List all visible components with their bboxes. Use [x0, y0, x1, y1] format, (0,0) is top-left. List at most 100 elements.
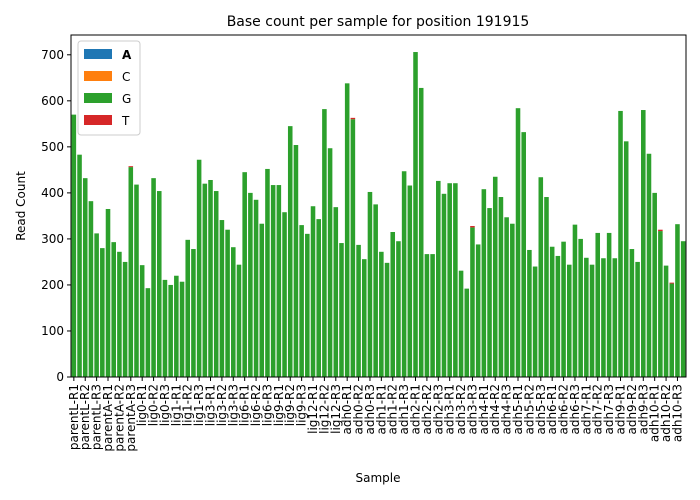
- x-tick-label: adh7-R2: [591, 384, 605, 435]
- bar-segment: [162, 279, 168, 377]
- bar-segment: [424, 254, 430, 377]
- x-tick-label: adh5-R2: [522, 384, 536, 435]
- x-tick-label: lig1-R3: [192, 384, 206, 426]
- y-tick-label: 500: [41, 140, 64, 154]
- bar-segment: [561, 241, 566, 377]
- x-tick-label: parentL-R2: [78, 384, 92, 450]
- x-tick-label: adh4-R1: [477, 384, 491, 435]
- bar-segment: [77, 154, 82, 377]
- bar-segment: [407, 185, 413, 377]
- x-tick-label: adh9-R3: [636, 384, 650, 435]
- bar-segment: [680, 241, 686, 377]
- bar-segment: [589, 264, 595, 377]
- bar-segment: [612, 258, 618, 377]
- bar-segment: [481, 189, 487, 377]
- bar-segment: [327, 148, 333, 377]
- bar-segment: [128, 167, 134, 377]
- bar-segment: [265, 168, 270, 377]
- x-tick-label: adh3-R2: [454, 384, 468, 435]
- x-tick-label: lig3-R1: [204, 384, 218, 426]
- bar-segment: [344, 83, 350, 378]
- bar-segment: [287, 126, 293, 377]
- x-tick-label: parentA-R1: [101, 384, 115, 452]
- bar-segment: [367, 191, 373, 377]
- legend-swatch: [84, 71, 112, 81]
- x-tick-label: adh6-R2: [557, 384, 571, 435]
- bar-segment: [521, 132, 526, 377]
- legend-label: G: [122, 92, 131, 106]
- bar-segment: [384, 262, 390, 377]
- bar-segment: [316, 219, 321, 377]
- bar-segment: [458, 270, 464, 377]
- bar-segment: [310, 206, 316, 377]
- bar-segment: [356, 244, 361, 377]
- bar-segment: [470, 226, 475, 228]
- bar-segment: [208, 179, 213, 377]
- bar-segment: [635, 261, 640, 377]
- legend-label: C: [122, 70, 130, 84]
- x-tick-label: lig6-R1: [238, 384, 252, 426]
- x-tick-label: adh5-R3: [534, 384, 548, 435]
- bar-segment: [669, 282, 675, 284]
- bar-segment: [436, 180, 441, 377]
- x-tick-label: lig0-R3: [158, 384, 172, 426]
- bar-segment: [248, 192, 253, 377]
- bar-segment: [396, 241, 401, 377]
- bar-segment: [179, 281, 185, 377]
- bar-segment: [139, 265, 145, 377]
- x-tick-label: adh4-R2: [488, 384, 502, 435]
- x-tick-label: lig0-R1: [135, 384, 149, 426]
- bar-segment: [151, 178, 156, 377]
- x-tick-label: adh6-R1: [545, 384, 559, 435]
- x-tick-label: parentL-R3: [90, 384, 104, 450]
- x-tick-label: lig0-R2: [147, 384, 161, 426]
- x-tick-label: adh1-R2: [386, 384, 400, 435]
- x-tick-label: lig6-R3: [260, 384, 274, 426]
- x-tick-label: adh1-R1: [374, 384, 388, 435]
- legend-swatch: [84, 49, 112, 59]
- bar-segment: [401, 171, 407, 377]
- bar-segment: [259, 223, 265, 377]
- bar-segment: [669, 283, 675, 377]
- bar-segment: [629, 249, 635, 377]
- bar-segment: [618, 110, 623, 377]
- bar-segment: [584, 257, 589, 377]
- legend-label: T: [121, 114, 130, 128]
- bar-segment: [196, 159, 202, 377]
- bar-segment: [134, 184, 139, 377]
- bar-segment: [527, 249, 532, 377]
- x-tick-label: adh3-R3: [465, 384, 479, 435]
- x-tick-label: adh2-R3: [431, 384, 445, 435]
- bar-segment: [236, 264, 242, 377]
- bar-segment: [117, 251, 122, 377]
- x-tick-label: parentA-R2: [112, 384, 126, 452]
- bar-segment: [242, 172, 247, 377]
- bar-segment: [492, 176, 498, 377]
- bar-segment: [350, 117, 356, 120]
- bar-segment: [413, 52, 418, 378]
- y-tick-label: 600: [41, 94, 64, 108]
- bar-segment: [549, 246, 555, 377]
- bars: [71, 52, 686, 378]
- bar-segment: [646, 153, 652, 377]
- bar-segment: [390, 232, 396, 377]
- bar-segment: [156, 191, 162, 377]
- x-tick-label: lig12-R3: [329, 384, 343, 434]
- x-tick-label: lig3-R3: [226, 384, 240, 426]
- legend-swatch: [84, 93, 112, 103]
- x-tick-label: lig1-R1: [169, 384, 183, 426]
- x-tick-label: parentA-R3: [124, 384, 138, 452]
- bar-segment: [82, 178, 88, 377]
- bar-segment: [447, 183, 452, 377]
- bar-segment: [510, 223, 515, 377]
- bar-segment: [464, 288, 470, 377]
- x-tick-label: adh9-R2: [625, 384, 639, 435]
- chart-title: Base count per sample for position 19191…: [227, 14, 530, 30]
- x-tick-label: adh7-R3: [602, 384, 616, 435]
- bar-segment: [532, 266, 538, 377]
- x-tick-label: adh2-R1: [409, 384, 423, 435]
- x-tick-label: parentL-R1: [67, 384, 81, 450]
- bar-segment: [88, 201, 94, 377]
- bar-segment: [339, 243, 344, 377]
- x-axis-label: Sample: [356, 471, 401, 485]
